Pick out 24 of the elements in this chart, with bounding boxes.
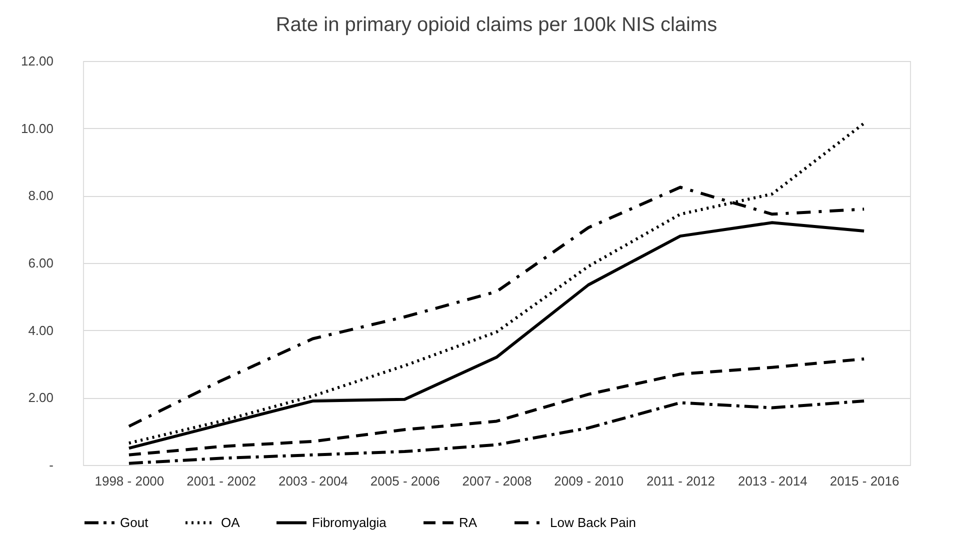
x-tick-label: 2015 - 2016 [830, 474, 900, 488]
x-tick-label: 1998 - 2000 [94, 474, 164, 488]
y-tick-label: 4.00 [28, 322, 54, 338]
y-tick-label: 10.00 [20, 120, 54, 136]
legend-label: Fibromyalgia [312, 514, 388, 530]
legend-label: OA [221, 514, 240, 530]
x-tick-label: 2001 - 2002 [186, 474, 256, 488]
y-tick-label: - [49, 458, 54, 472]
x-tick-label: 2003 - 2004 [278, 474, 348, 488]
y-tick-label: 2.00 [28, 390, 54, 406]
x-tick-label: 2013 - 2014 [738, 474, 808, 488]
x-tick-label: 2005 - 2006 [370, 474, 440, 488]
legend-label: Gout [120, 514, 149, 530]
x-tick-label: 2009 - 2010 [554, 474, 624, 488]
legend-label: RA [459, 514, 478, 530]
legend-label: Low Back Pain [550, 514, 636, 530]
y-tick-label: 8.00 [28, 188, 54, 204]
x-tick-label: 2007 - 2008 [462, 474, 532, 488]
x-tick-label: 2011 - 2012 [646, 474, 715, 488]
y-tick-label: 6.00 [28, 256, 54, 270]
chart-title: Rate in primary opioid claims per 100k NIS claims [276, 14, 718, 36]
y-tick-label: 12.00 [20, 54, 54, 68]
line-series [127, 400, 866, 465]
line-series [127, 357, 866, 456]
